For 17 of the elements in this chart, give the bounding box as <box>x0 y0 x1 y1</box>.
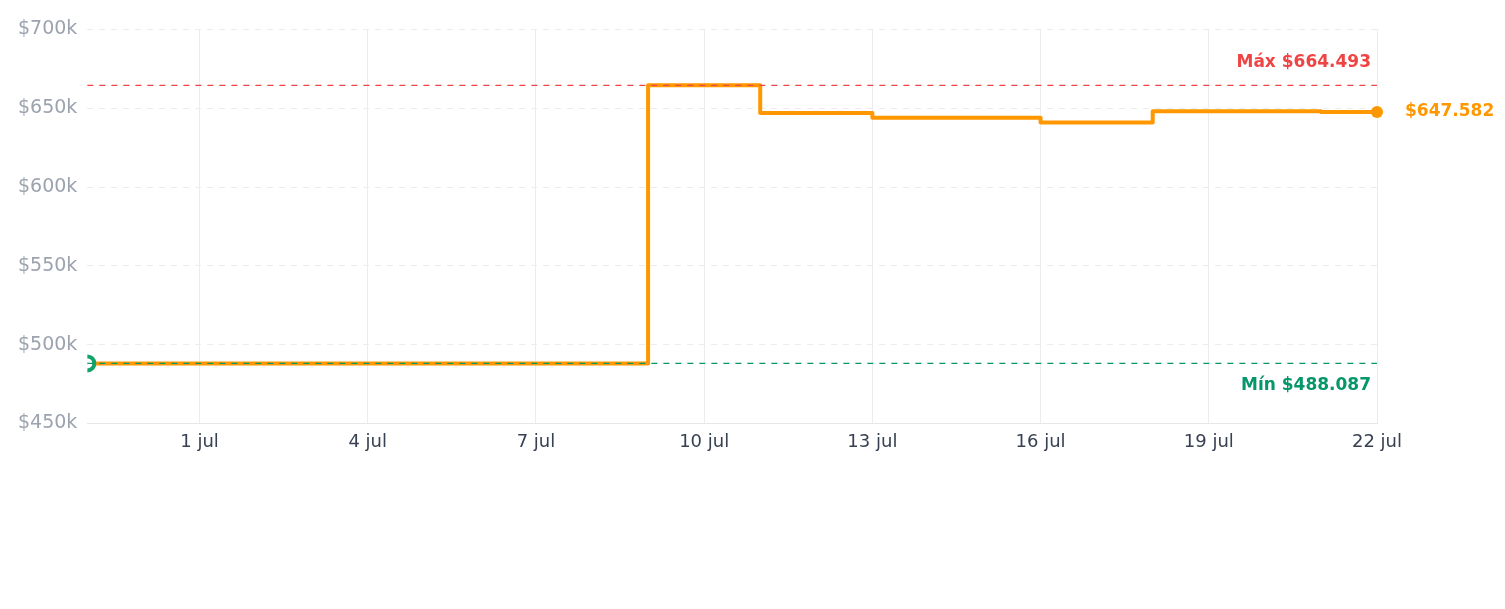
x-tick-label: 1 jul <box>180 429 219 451</box>
annotation: $647.582 <box>1405 100 1495 121</box>
y-tick-label: $650k <box>18 95 78 118</box>
x-tick-label: 19 jul <box>1183 429 1234 451</box>
x-tick-label: 22 jul <box>1351 429 1403 451</box>
y-tick-label: $550k <box>18 252 78 275</box>
y-tick-label: $600k <box>18 173 78 196</box>
x-tick-label: 13 jul <box>847 429 898 451</box>
x-tick-label: 7 jul <box>516 429 556 451</box>
y-tick-label: $450k <box>18 410 78 433</box>
ref-line-label: Mín $488.087 <box>1240 374 1371 395</box>
x-tick-label: 4 jul <box>348 429 388 451</box>
ref-line-label: Máx $664.493 <box>1236 51 1371 72</box>
y-tick-label: $700k <box>18 16 78 39</box>
x-tick-label: 10 jul <box>679 429 730 451</box>
x-tick-label: 16 jul <box>1015 429 1066 451</box>
y-tick-label: $500k <box>18 331 78 354</box>
